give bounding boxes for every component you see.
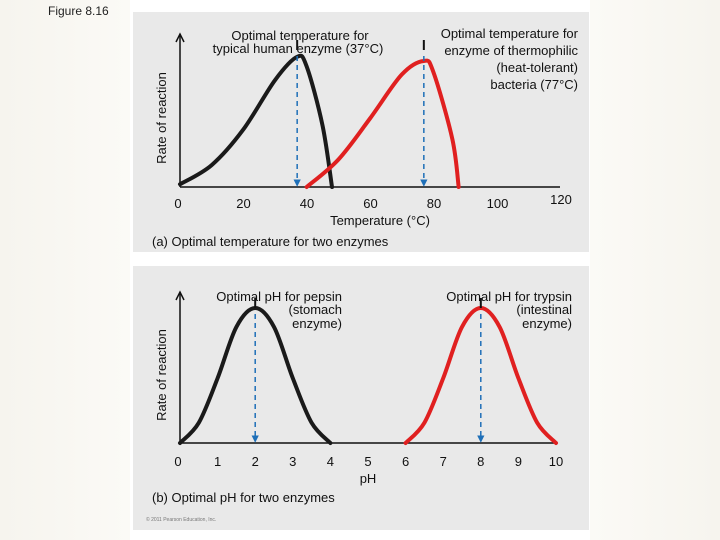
chart-b-annotation-trypsin-1: Optimal pH for trypsin [446,289,572,304]
figure-label: Figure 8.16 [48,4,109,18]
chart-b-ylabel: Rate of reaction [154,329,169,421]
copyright-note: © 2011 Pearson Education, Inc. [146,517,217,523]
chart-a-x-tick-label: 0 [174,196,181,211]
chart-a-x-tick-label: 60 [363,196,377,211]
chart-b-x-tick-label: 1 [214,454,221,469]
chart-b-x-tick-label: 10 [549,454,563,469]
chart-b-caption: (b) Optimal pH for two enzymes [152,490,335,505]
chart-a: Rate of reaction Temperature (°C) (a) Op… [152,26,579,249]
chart-a-plot: 0 20 40 60 80 100 120 [174,32,572,211]
chart-b-x-tick-label: 4 [327,454,334,469]
slide-background-left [0,0,130,540]
chart-b-x-tick-label: 5 [364,454,371,469]
chart-b: Rate of reaction pH (b) Optimal pH for t… [152,289,572,505]
slide-background-right [590,0,720,540]
chart-a-annotation-thermo-3: (heat-tolerant) [496,60,578,75]
chart-a-x-tick-label: 20 [236,196,250,211]
chart-b-plot: 0 1 2 3 4 5 6 7 8 9 10 [174,290,563,469]
chart-a-annotation-thermo-4: bacteria (77°C) [490,77,578,92]
chart-a-ylabel: Rate of reaction [154,72,169,164]
chart-b-annotation-pepsin-2: (stomach [289,302,342,317]
chart-b-x-tick-label: 0 [174,454,181,469]
chart-b-xlabel: pH [360,471,377,486]
chart-b-x-tick-label: 3 [289,454,296,469]
chart-b-x-tick-label: 7 [440,454,447,469]
chart-a-x-tick-label: 80 [427,196,441,211]
chart-a-xlabel: Temperature (°C) [330,213,430,228]
chart-a-y-axis-arrow [175,32,185,43]
chart-b-x-tick-label: 9 [515,454,522,469]
chart-b-annotation-pepsin-1: Optimal pH for pepsin [216,289,342,304]
chart-a-x-tick-label: 120 [550,192,572,207]
chart-a-x-tick-label: 100 [487,196,509,211]
chart-b-x-tick-label: 8 [477,454,484,469]
chart-a-series-2-line [304,58,461,189]
chart-b-annotation-trypsin-3: enzyme) [522,316,572,331]
chart-a-annotation-human-1: Optimal temperature for [231,28,369,43]
chart-b-annotation-pepsin-3: enzyme) [292,316,342,331]
chart-a-series-1-line [178,53,334,189]
chart-a-caption: (a) Optimal temperature for two enzymes [152,234,389,249]
chart-b-y-axis-arrow [175,290,185,301]
chart-a-x-tick-label: 40 [300,196,314,211]
chart-b-x-tick-label: 6 [402,454,409,469]
chart-a-annotation-thermo-2: enzyme of thermophilic [444,43,578,58]
panel-divider [133,252,589,266]
chart-b-annotation-trypsin-2: (intestinal [516,302,572,317]
chart-b-x-tick-label: 2 [252,454,259,469]
chart-a-annotation-thermo-1: Optimal temperature for [441,26,579,41]
